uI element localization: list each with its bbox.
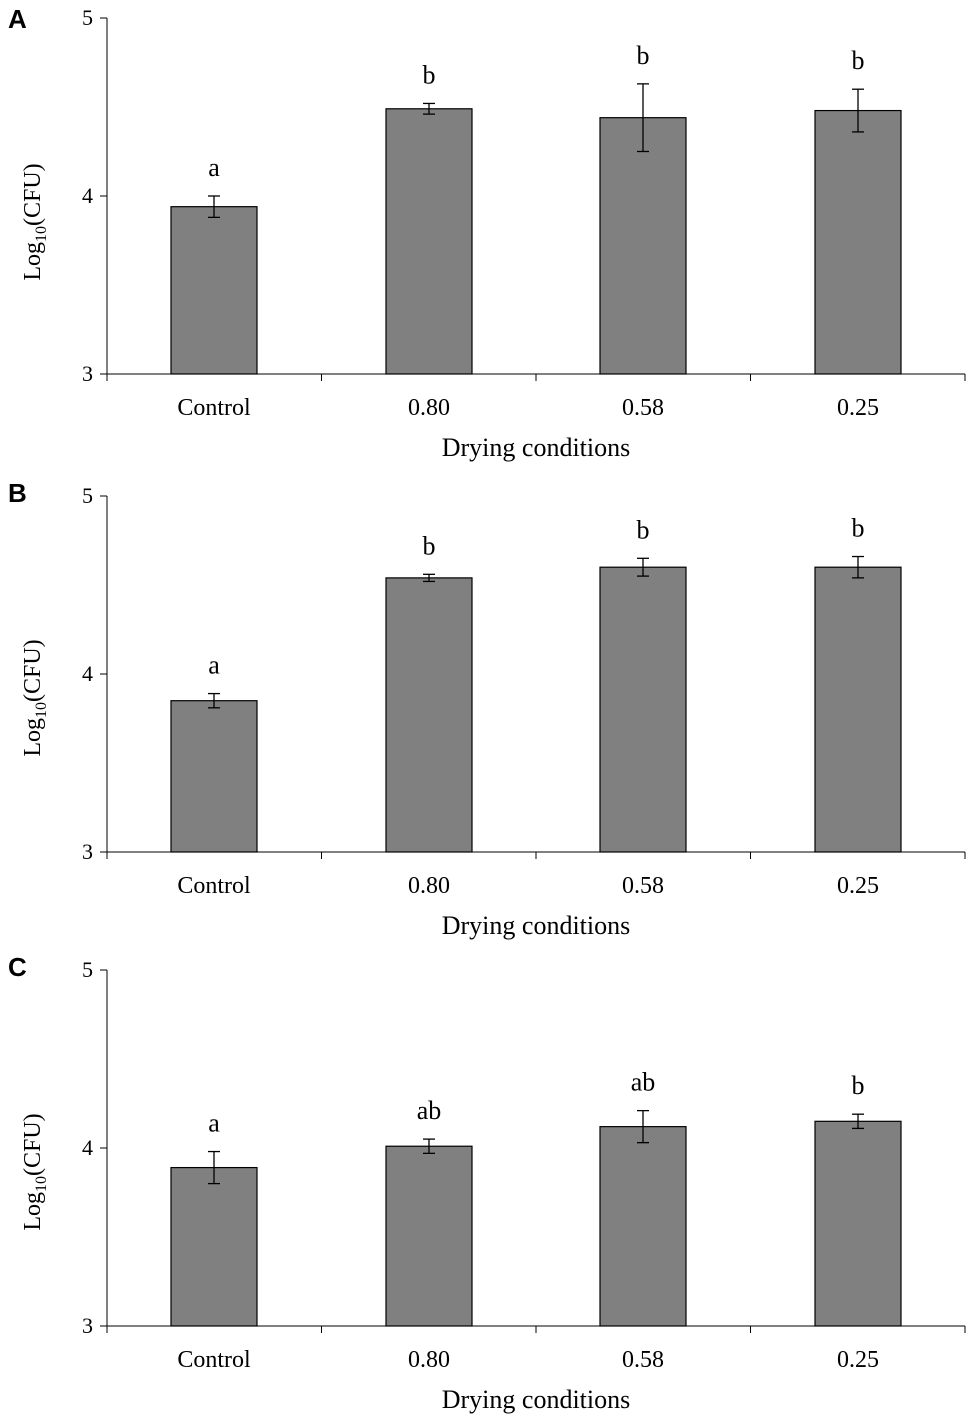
- significance-letter: b: [423, 60, 436, 89]
- significance-letter: b: [852, 1071, 865, 1100]
- significance-letter: a: [208, 153, 220, 182]
- error-bar: [423, 1138, 435, 1154]
- category-label: 0.80: [408, 395, 450, 421]
- y-axis-title-subscript: 10: [33, 226, 50, 242]
- significance-letter: b: [852, 514, 865, 543]
- bar-0.58: [599, 1126, 687, 1327]
- panel-c: C 3 4 5 a Control ab 0.80 ab 0.58 b 0.25 Drying cond…: [8, 952, 966, 1414]
- y-axis-title-base: Log: [20, 242, 46, 281]
- y-axis-title: Log10(CFU): [20, 639, 50, 756]
- category-label: Control: [177, 395, 251, 421]
- significance-letter: b: [852, 46, 865, 75]
- significance-letter: ab: [417, 1096, 442, 1125]
- y-tick-label: 5: [82, 957, 93, 982]
- error-bar: [208, 692, 220, 709]
- panel-label: C: [8, 952, 27, 982]
- category-label: 0.58: [622, 1347, 664, 1373]
- category-label: 0.58: [622, 873, 664, 899]
- y-tick-label: 4: [82, 183, 93, 208]
- bar-0.58: [599, 566, 687, 853]
- y-tick-label: 5: [82, 5, 93, 30]
- error-bar: [423, 102, 435, 115]
- error-bar: [637, 557, 649, 577]
- y-axis-title-rest: (CFU): [20, 639, 46, 702]
- category-label: Control: [177, 873, 251, 899]
- error-bar: [852, 555, 864, 579]
- error-bar: [637, 83, 649, 153]
- x-axis-title: Drying conditions: [442, 911, 631, 940]
- bar-Control: [170, 700, 258, 853]
- error-bar: [852, 1113, 864, 1130]
- category-label: 0.25: [837, 395, 879, 421]
- significance-letter: b: [637, 515, 650, 544]
- category-label: 0.58: [622, 395, 664, 421]
- panel-a: A 3 4 5 a Control b 0.80 b 0.58 b 0.25 Drying condit…: [8, 4, 966, 462]
- panel-label: B: [8, 478, 27, 508]
- y-axis-title-base: Log: [20, 1192, 46, 1231]
- significance-letter: a: [208, 1109, 220, 1138]
- y-axis-title-subscript: 10: [33, 702, 50, 718]
- category-label: 0.25: [837, 873, 879, 899]
- x-axis-title: Drying conditions: [442, 1385, 631, 1414]
- bar-Control: [170, 1166, 258, 1327]
- bar-0.80: [385, 577, 473, 853]
- y-axis-title-subscript: 10: [33, 1176, 50, 1192]
- y-axis-title: Log10(CFU): [20, 163, 50, 280]
- category-label: 0.80: [408, 873, 450, 899]
- significance-letter: ab: [631, 1068, 656, 1097]
- panel-b: B 3 4 5 a Control b 0.80 b 0.58 b 0.25 Drying condit…: [8, 478, 966, 940]
- y-tick-label: 3: [82, 361, 93, 386]
- error-bar: [208, 195, 220, 219]
- bar-0.80: [385, 1145, 473, 1327]
- category-label: 0.80: [408, 1347, 450, 1373]
- bar-Control: [170, 206, 258, 375]
- y-tick-label: 3: [82, 839, 93, 864]
- x-axis-title: Drying conditions: [442, 433, 631, 462]
- error-bar: [208, 1150, 220, 1185]
- y-tick-label: 3: [82, 1313, 93, 1338]
- bar-0.80: [385, 108, 473, 375]
- significance-letter: b: [637, 41, 650, 70]
- error-bar: [852, 88, 864, 133]
- error-bar: [637, 1109, 649, 1144]
- y-tick-label: 5: [82, 483, 93, 508]
- category-label: Control: [177, 1347, 251, 1373]
- significance-letter: b: [423, 531, 436, 560]
- bar-0.25: [814, 566, 902, 853]
- y-axis-title-rest: (CFU): [20, 1113, 46, 1176]
- bar-0.58: [599, 117, 687, 375]
- panel-label: A: [8, 4, 27, 34]
- y-axis-title: Log10(CFU): [20, 1113, 50, 1230]
- significance-letter: a: [208, 651, 220, 680]
- error-bar: [423, 573, 435, 583]
- y-tick-label: 4: [82, 1135, 93, 1160]
- y-axis-title-rest: (CFU): [20, 163, 46, 226]
- y-axis-title-base: Log: [20, 718, 46, 757]
- category-label: 0.25: [837, 1347, 879, 1373]
- y-tick-label: 4: [82, 661, 93, 686]
- bar-0.25: [814, 109, 902, 375]
- bar-0.25: [814, 1120, 902, 1327]
